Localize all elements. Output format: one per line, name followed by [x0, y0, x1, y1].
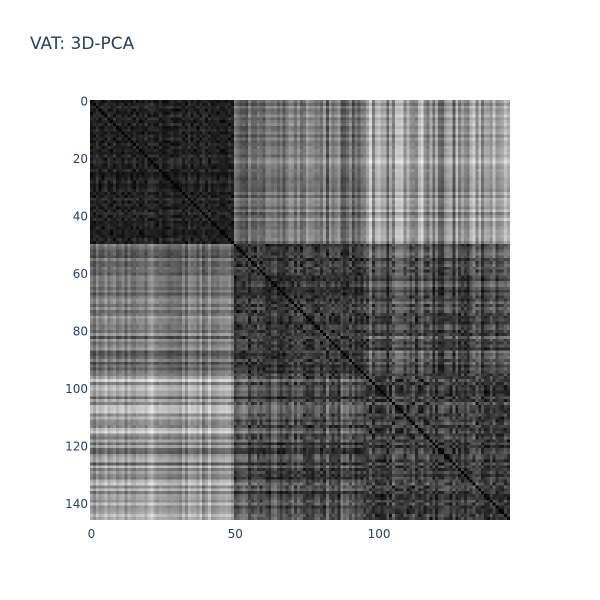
y-tick-label: 60 [73, 267, 88, 281]
x-tick-label: 100 [368, 527, 391, 541]
y-tick-label: 20 [73, 152, 88, 166]
y-tick-label: 140 [65, 497, 88, 511]
heatmap-cells [90, 100, 510, 520]
y-tick-label: 120 [65, 440, 88, 454]
y-tick-label: 40 [73, 210, 88, 224]
y-axis-ticks: 0 20 40 60 80 100 120 140 [65, 94, 88, 511]
chart-title: VAT: 3D-PCA [30, 34, 135, 54]
x-axis-ticks: 0 50 100 [88, 527, 391, 541]
y-tick-label: 0 [80, 94, 88, 108]
y-tick-label: 80 [73, 325, 88, 339]
y-tick-label: 100 [65, 382, 88, 396]
x-tick-label: 0 [88, 527, 96, 541]
x-tick-label: 50 [228, 527, 243, 541]
